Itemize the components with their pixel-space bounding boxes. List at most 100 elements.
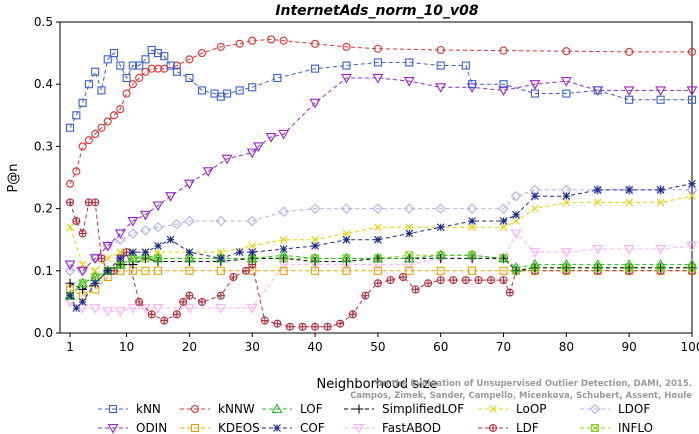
data-point: [510, 190, 522, 202]
y-tick-label: 0.5: [34, 15, 53, 29]
data-point: [122, 73, 131, 83]
legend-label: kNN: [136, 402, 161, 416]
data-point: [342, 61, 351, 70]
data-point: [411, 285, 420, 294]
x-tick-label: 20: [182, 340, 197, 354]
x-tick-label: 90: [622, 340, 637, 354]
data-point: [152, 252, 164, 263]
data-point: [235, 39, 244, 48]
data-point: [185, 73, 194, 83]
data-point: [171, 218, 183, 230]
data-point: [160, 52, 169, 61]
legend-marker: [273, 424, 281, 432]
data-point: [398, 272, 408, 282]
data-point: [109, 111, 119, 120]
data-point: [197, 49, 207, 58]
data-point: [279, 36, 288, 45]
data-point: [216, 254, 225, 263]
plot-frame: [59, 21, 693, 334]
data-point: [246, 304, 258, 314]
x-tick-label: 30: [245, 340, 260, 354]
data-point: [311, 39, 320, 48]
legend-marker: [190, 423, 200, 433]
data-point: [436, 223, 445, 232]
data-point: [139, 210, 151, 221]
data-point: [66, 123, 75, 132]
data-point: [127, 252, 139, 263]
data-point: [141, 266, 150, 275]
data-point: [141, 67, 150, 76]
data-point: [278, 129, 290, 140]
data-point: [260, 316, 269, 325]
legend-label: LDF: [516, 421, 539, 434]
data-point: [160, 316, 169, 325]
data-point: [373, 44, 382, 53]
legend-marker: [107, 423, 119, 434]
data-point: [593, 198, 602, 207]
data-point: [166, 61, 175, 70]
legend-label: LDOF: [618, 402, 650, 416]
data-point: [623, 258, 635, 269]
data-point: [115, 234, 126, 245]
data-point: [510, 229, 522, 240]
data-point: [77, 277, 89, 288]
data-point: [152, 201, 164, 212]
data-point: [405, 223, 414, 232]
data-point: [466, 249, 478, 260]
legend-item-lof: LOF: [262, 402, 323, 416]
legend-item-loop: LoOP: [478, 402, 547, 416]
data-point: [229, 272, 238, 282]
data-point: [499, 266, 508, 275]
data-point: [323, 322, 332, 331]
x-tick-label: 50: [370, 340, 385, 354]
data-point: [688, 192, 696, 201]
data-point: [278, 206, 289, 217]
data-point: [116, 248, 125, 257]
legend-marker: [190, 404, 200, 414]
data-point: [66, 223, 74, 232]
data-point: [278, 249, 290, 260]
data-point: [141, 55, 150, 64]
data-point: [498, 252, 509, 263]
legend-item-cof: COF: [262, 421, 325, 434]
data-point: [499, 80, 508, 89]
data-point: [311, 242, 319, 250]
data-point: [140, 225, 151, 236]
data-point: [273, 73, 282, 83]
data-point: [655, 244, 667, 255]
data-point: [405, 229, 414, 238]
data-point: [221, 154, 233, 165]
data-point: [623, 184, 635, 196]
data-point: [64, 265, 76, 277]
data-point: [128, 61, 137, 70]
data-point: [386, 276, 395, 285]
data-point: [116, 61, 125, 70]
series-line: [69, 77, 692, 272]
legend-item-kdeos: KDEOS: [180, 421, 260, 434]
data-point: [404, 203, 415, 214]
data-point: [185, 266, 194, 275]
data-point: [560, 258, 572, 269]
y-tick-label: 0.2: [34, 202, 53, 216]
data-point: [116, 254, 125, 263]
data-point: [468, 266, 477, 275]
data-point: [172, 61, 181, 70]
data-point: [592, 184, 604, 196]
legend-marker: [353, 423, 365, 434]
series-knn: [66, 45, 697, 132]
data-point: [311, 322, 320, 331]
x-tick-label: 80: [559, 340, 574, 354]
data-point: [152, 304, 164, 314]
data-point: [135, 297, 144, 306]
data-point: [512, 217, 520, 225]
data-point: [72, 304, 81, 313]
data-point: [593, 86, 602, 95]
data-point: [127, 228, 139, 239]
data-point: [625, 198, 634, 207]
data-point: [499, 276, 508, 285]
data-point: [311, 266, 320, 275]
data-point: [78, 298, 87, 306]
legend-marker: [108, 404, 118, 414]
data-point: [248, 242, 257, 250]
data-point: [223, 89, 232, 98]
